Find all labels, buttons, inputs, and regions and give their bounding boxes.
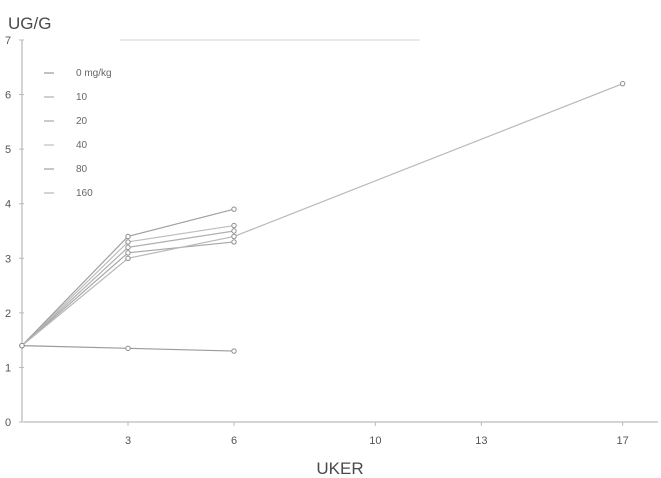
y-tick-label: 3 [5, 253, 11, 265]
legend-label: 20 [76, 116, 88, 127]
data-point [231, 233, 237, 240]
x-axis-title: UKER [316, 459, 363, 478]
x-tick-label: 3 [125, 435, 131, 447]
y-tick-label: 5 [5, 144, 11, 156]
x-tick-label: 10 [369, 435, 381, 447]
data-point [125, 255, 131, 261]
data-point [231, 348, 237, 354]
legend-label: 160 [76, 188, 93, 199]
series-line [21, 83, 623, 347]
y-tick-label: 6 [5, 90, 11, 102]
data-point [231, 206, 237, 212]
data-point [231, 228, 237, 234]
legend-label: 80 [76, 164, 88, 175]
y-tick-label: 0 [5, 417, 11, 429]
x-tick-label: 13 [475, 435, 487, 447]
data-point [125, 244, 131, 251]
data-point [231, 222, 237, 229]
x-tick-label: 17 [617, 435, 629, 447]
series-layer [19, 80, 626, 354]
legend-label: 40 [76, 140, 88, 151]
y-tick-label: 4 [5, 199, 11, 211]
data-point [19, 342, 25, 349]
plot-frame [21, 39, 658, 423]
y-tick-label: 1 [5, 362, 11, 374]
series-line [21, 208, 235, 347]
legend-label: 10 [76, 92, 88, 103]
data-point [125, 239, 131, 245]
data-point [125, 345, 131, 352]
data-point [231, 239, 237, 245]
x-tick-label: 6 [231, 435, 237, 447]
x-ticks: 3 6 10 13 17 [125, 422, 629, 447]
y-tick-label: 2 [5, 308, 11, 320]
y-axis-title: UG/G [8, 14, 51, 33]
data-point [125, 250, 131, 256]
y-tick-label: 7 [5, 35, 11, 47]
data-point [619, 80, 626, 87]
y-ticks: 0 1 2 3 4 5 6 7 [5, 35, 24, 429]
legend-label: 0 mg/kg [76, 68, 112, 79]
data-point [125, 233, 131, 240]
legend: 0 mg/kg 10 20 40 80 160 [44, 68, 112, 199]
